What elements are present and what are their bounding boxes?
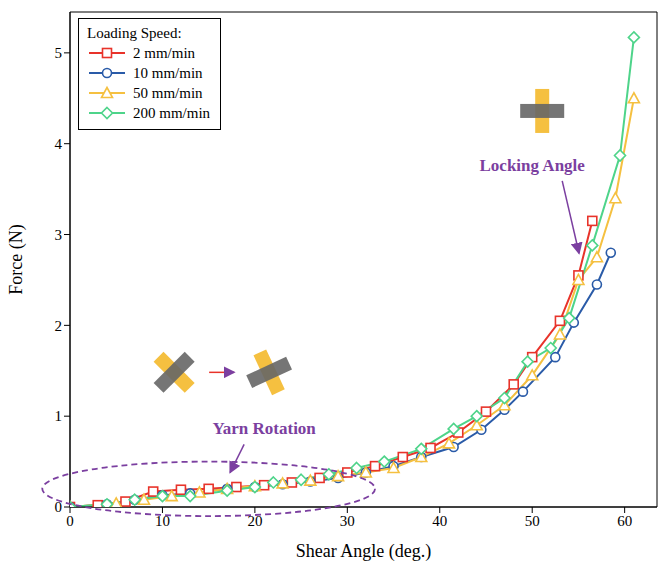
- svg-text:Force (N): Force (N): [6, 224, 27, 294]
- svg-text:0: 0: [55, 499, 63, 515]
- svg-text:30: 30: [340, 513, 355, 529]
- svg-text:50: 50: [525, 513, 540, 529]
- html-text:Loading Speed:: Loading Speed:: [87, 25, 182, 41]
- svg-text:20: 20: [247, 513, 262, 529]
- svg-text:Shear Angle (deg.): Shear Angle (deg.): [296, 541, 431, 562]
- svg-text:Locking Angle: Locking Angle: [480, 156, 586, 175]
- svg-text:1: 1: [55, 408, 63, 424]
- svg-text:3: 3: [55, 227, 63, 243]
- svg-text:0: 0: [66, 513, 74, 529]
- svg-text:60: 60: [617, 513, 632, 529]
- html-text:50 mm/min: 50 mm/min: [133, 85, 203, 101]
- svg-text:40: 40: [432, 513, 447, 529]
- html-text:2 mm/min: 2 mm/min: [133, 45, 196, 61]
- html-text:200 mm/min: 200 mm/min: [133, 105, 211, 121]
- svg-text:4: 4: [55, 136, 63, 152]
- html-text:10 mm/min: 10 mm/min: [133, 65, 203, 81]
- svg-text:Yarn Rotation: Yarn Rotation: [212, 419, 316, 438]
- svg-text:10: 10: [155, 513, 170, 529]
- svg-text:5: 5: [55, 45, 63, 61]
- svg-text:2: 2: [55, 318, 63, 334]
